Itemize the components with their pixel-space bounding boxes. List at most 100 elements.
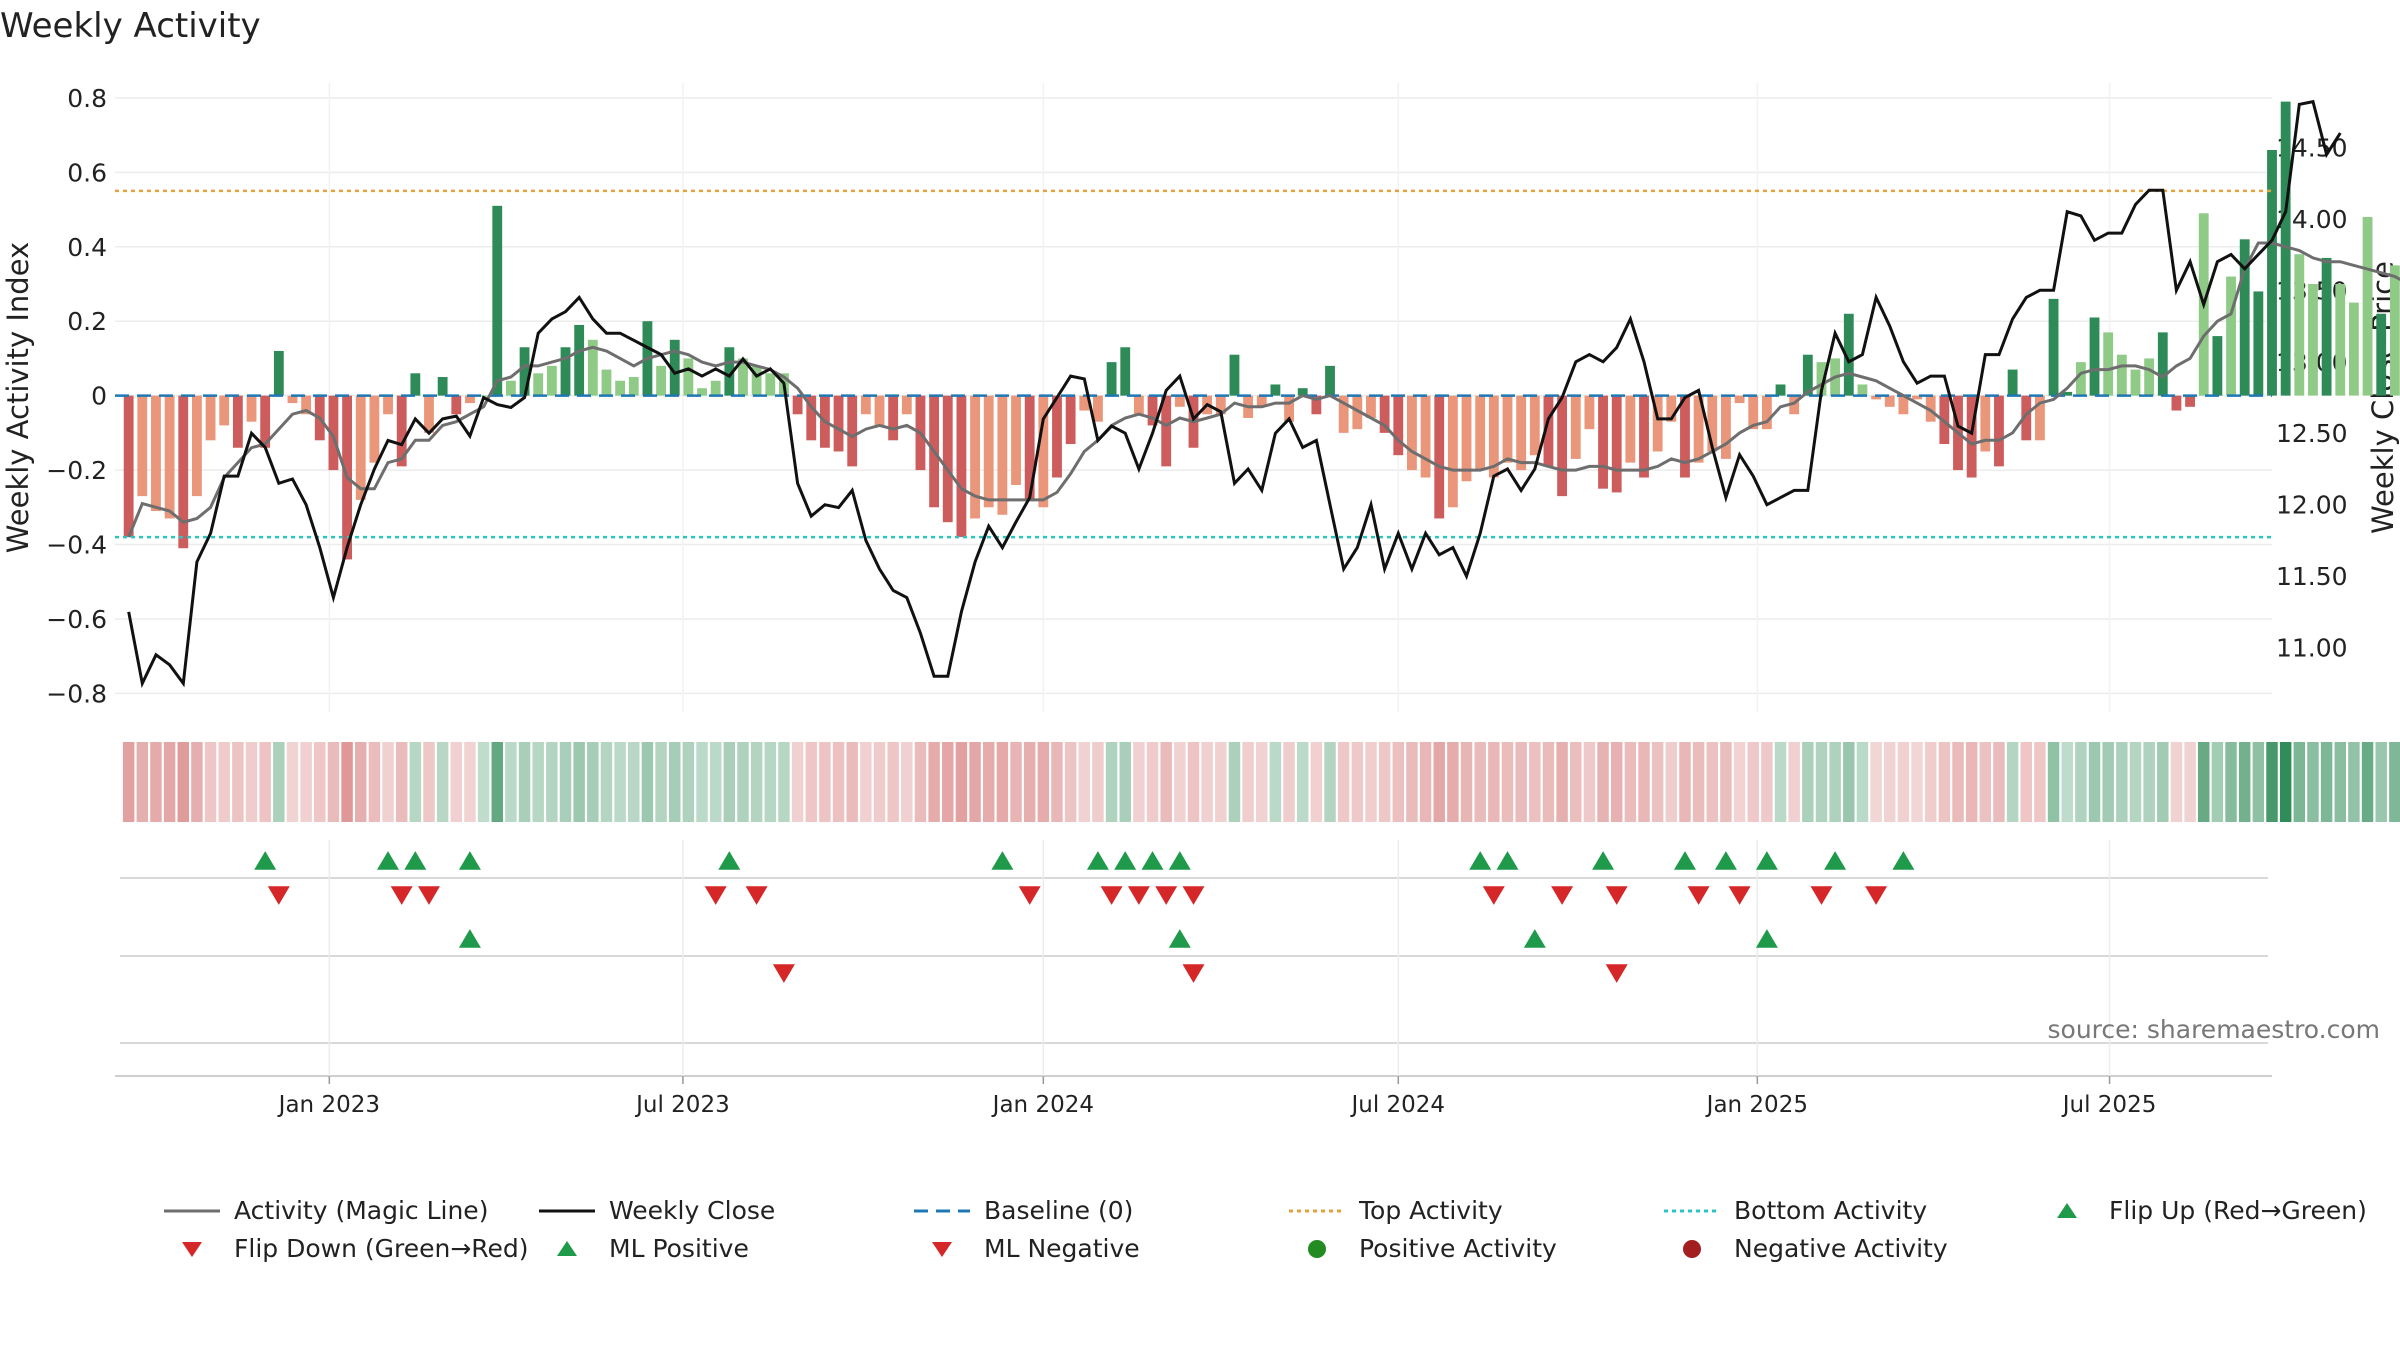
activity-bar bbox=[1229, 354, 1240, 396]
flip-down-marker bbox=[1155, 886, 1178, 905]
ribbon-cell bbox=[2225, 742, 2237, 822]
ribbon-cell bbox=[1133, 742, 1145, 822]
ribbon-cell bbox=[1474, 742, 1486, 822]
activity-bar bbox=[738, 358, 748, 396]
ribbon-cell bbox=[1119, 742, 1131, 822]
y-tick-label: 0.2 bbox=[67, 307, 107, 336]
legend-label: ML Positive bbox=[609, 1234, 749, 1263]
flip-down-marker bbox=[745, 886, 768, 905]
ribbon-cell bbox=[1283, 742, 1295, 822]
ribbon-cell bbox=[846, 742, 858, 822]
flip-down-marker bbox=[1182, 886, 1205, 905]
flip-up-marker bbox=[1469, 851, 1492, 870]
ribbon-cell bbox=[1761, 742, 1773, 822]
activity-bar bbox=[410, 373, 421, 396]
ribbon-cell bbox=[1815, 742, 1828, 822]
activity-bar bbox=[1052, 395, 1062, 478]
x-tick-label: Jan 2023 bbox=[277, 1092, 380, 1118]
ribbon-cell bbox=[232, 742, 244, 822]
flip-down-marker bbox=[1127, 886, 1150, 905]
ribbon-cell bbox=[1788, 742, 1800, 822]
ribbon-cell bbox=[355, 742, 367, 822]
activity-bar bbox=[1284, 395, 1294, 422]
ribbon-cell bbox=[901, 742, 913, 822]
ribbon-cell bbox=[2006, 742, 2019, 822]
activity-bar bbox=[1639, 395, 1649, 478]
ribbon-cell bbox=[682, 742, 695, 822]
activity-bar bbox=[151, 395, 161, 512]
activity-bar bbox=[956, 395, 967, 538]
ribbon-cell bbox=[2211, 742, 2224, 822]
activity-bar bbox=[2226, 276, 2236, 396]
flip-up-marker bbox=[1755, 851, 1778, 870]
legend-label: Flip Down (Green→Red) bbox=[234, 1234, 529, 1263]
activity-bar bbox=[1475, 395, 1486, 471]
ribbon-cell bbox=[2334, 742, 2346, 822]
flip-up-marker bbox=[458, 851, 481, 870]
ribbon-cell bbox=[1597, 742, 1609, 822]
ml-positive-marker bbox=[458, 929, 481, 948]
legend-label: Bottom Activity bbox=[1734, 1196, 1928, 1225]
activity-bar bbox=[1024, 395, 1035, 500]
ribbon-cell bbox=[245, 742, 258, 822]
activity-bar bbox=[1447, 395, 1458, 508]
activity-bar bbox=[1898, 395, 1909, 415]
activity-bar bbox=[1966, 395, 1977, 478]
ribbon-cell bbox=[709, 742, 722, 822]
activity-bar bbox=[2253, 291, 2264, 396]
activity-bar bbox=[1120, 347, 1131, 396]
ribbon-cell bbox=[2279, 742, 2292, 822]
ribbon-cell bbox=[2375, 742, 2387, 822]
y-tick-label: −0.2 bbox=[46, 456, 107, 485]
ribbon-cell bbox=[628, 742, 640, 822]
legend-label: Activity (Magic Line) bbox=[234, 1196, 489, 1225]
ribbon-cell bbox=[546, 742, 558, 822]
flip-down-marker bbox=[1810, 886, 1833, 905]
ribbon-cell bbox=[409, 742, 422, 822]
ml-positive-marker bbox=[1523, 929, 1546, 948]
dot-red-icon bbox=[1660, 1239, 1724, 1259]
ribbon-cell bbox=[204, 742, 217, 822]
tri-down-icon bbox=[910, 1239, 974, 1259]
activity-bar bbox=[901, 395, 912, 415]
ribbon-cell bbox=[1051, 742, 1063, 822]
activity-bar bbox=[178, 395, 189, 549]
ribbon-cell bbox=[1447, 742, 1459, 822]
ribbon-cell bbox=[1337, 742, 1350, 822]
ribbon-cell bbox=[1215, 742, 1227, 822]
ribbon-cell bbox=[764, 742, 777, 822]
ml-negative-marker bbox=[772, 964, 795, 983]
flip-up-marker bbox=[404, 851, 427, 870]
activity-bar bbox=[1748, 395, 1759, 430]
legend-item: ML Positive bbox=[535, 1234, 749, 1263]
flip-down-marker bbox=[267, 886, 290, 905]
ribbon-cell bbox=[1310, 742, 1323, 822]
activity-bar bbox=[1434, 395, 1445, 519]
ribbon-cell bbox=[2252, 742, 2265, 822]
legend-item: Baseline (0) bbox=[910, 1196, 1133, 1225]
activity-bar bbox=[492, 205, 503, 396]
activity-bar bbox=[1133, 395, 1144, 415]
ribbon-cell bbox=[641, 742, 654, 822]
activity-bar bbox=[847, 395, 858, 467]
ribbon-cell bbox=[942, 742, 954, 822]
activity-bar bbox=[1516, 395, 1527, 471]
ribbon-cell bbox=[1911, 742, 1923, 822]
activity-bar bbox=[219, 395, 230, 426]
activity-bar bbox=[697, 388, 707, 396]
ribbon-cell bbox=[1856, 742, 1869, 822]
flip-down-marker bbox=[1018, 886, 1041, 905]
ribbon-cell bbox=[1624, 742, 1637, 822]
y-right-tick-label: 12.50 bbox=[2276, 419, 2348, 448]
activity-bar bbox=[2308, 283, 2318, 396]
ribbon-cell bbox=[1160, 742, 1172, 822]
ribbon-cell bbox=[778, 742, 790, 822]
ribbon-cell bbox=[1542, 742, 1555, 822]
source-credit: source: sharemaestro.com bbox=[2047, 1015, 2381, 1044]
activity-bar bbox=[2130, 369, 2141, 396]
ribbon-cell bbox=[655, 742, 667, 822]
ribbon-cell bbox=[696, 742, 708, 822]
flip-up-marker bbox=[718, 851, 741, 870]
ribbon-cell bbox=[1174, 742, 1186, 822]
ribbon-cell bbox=[423, 742, 435, 822]
